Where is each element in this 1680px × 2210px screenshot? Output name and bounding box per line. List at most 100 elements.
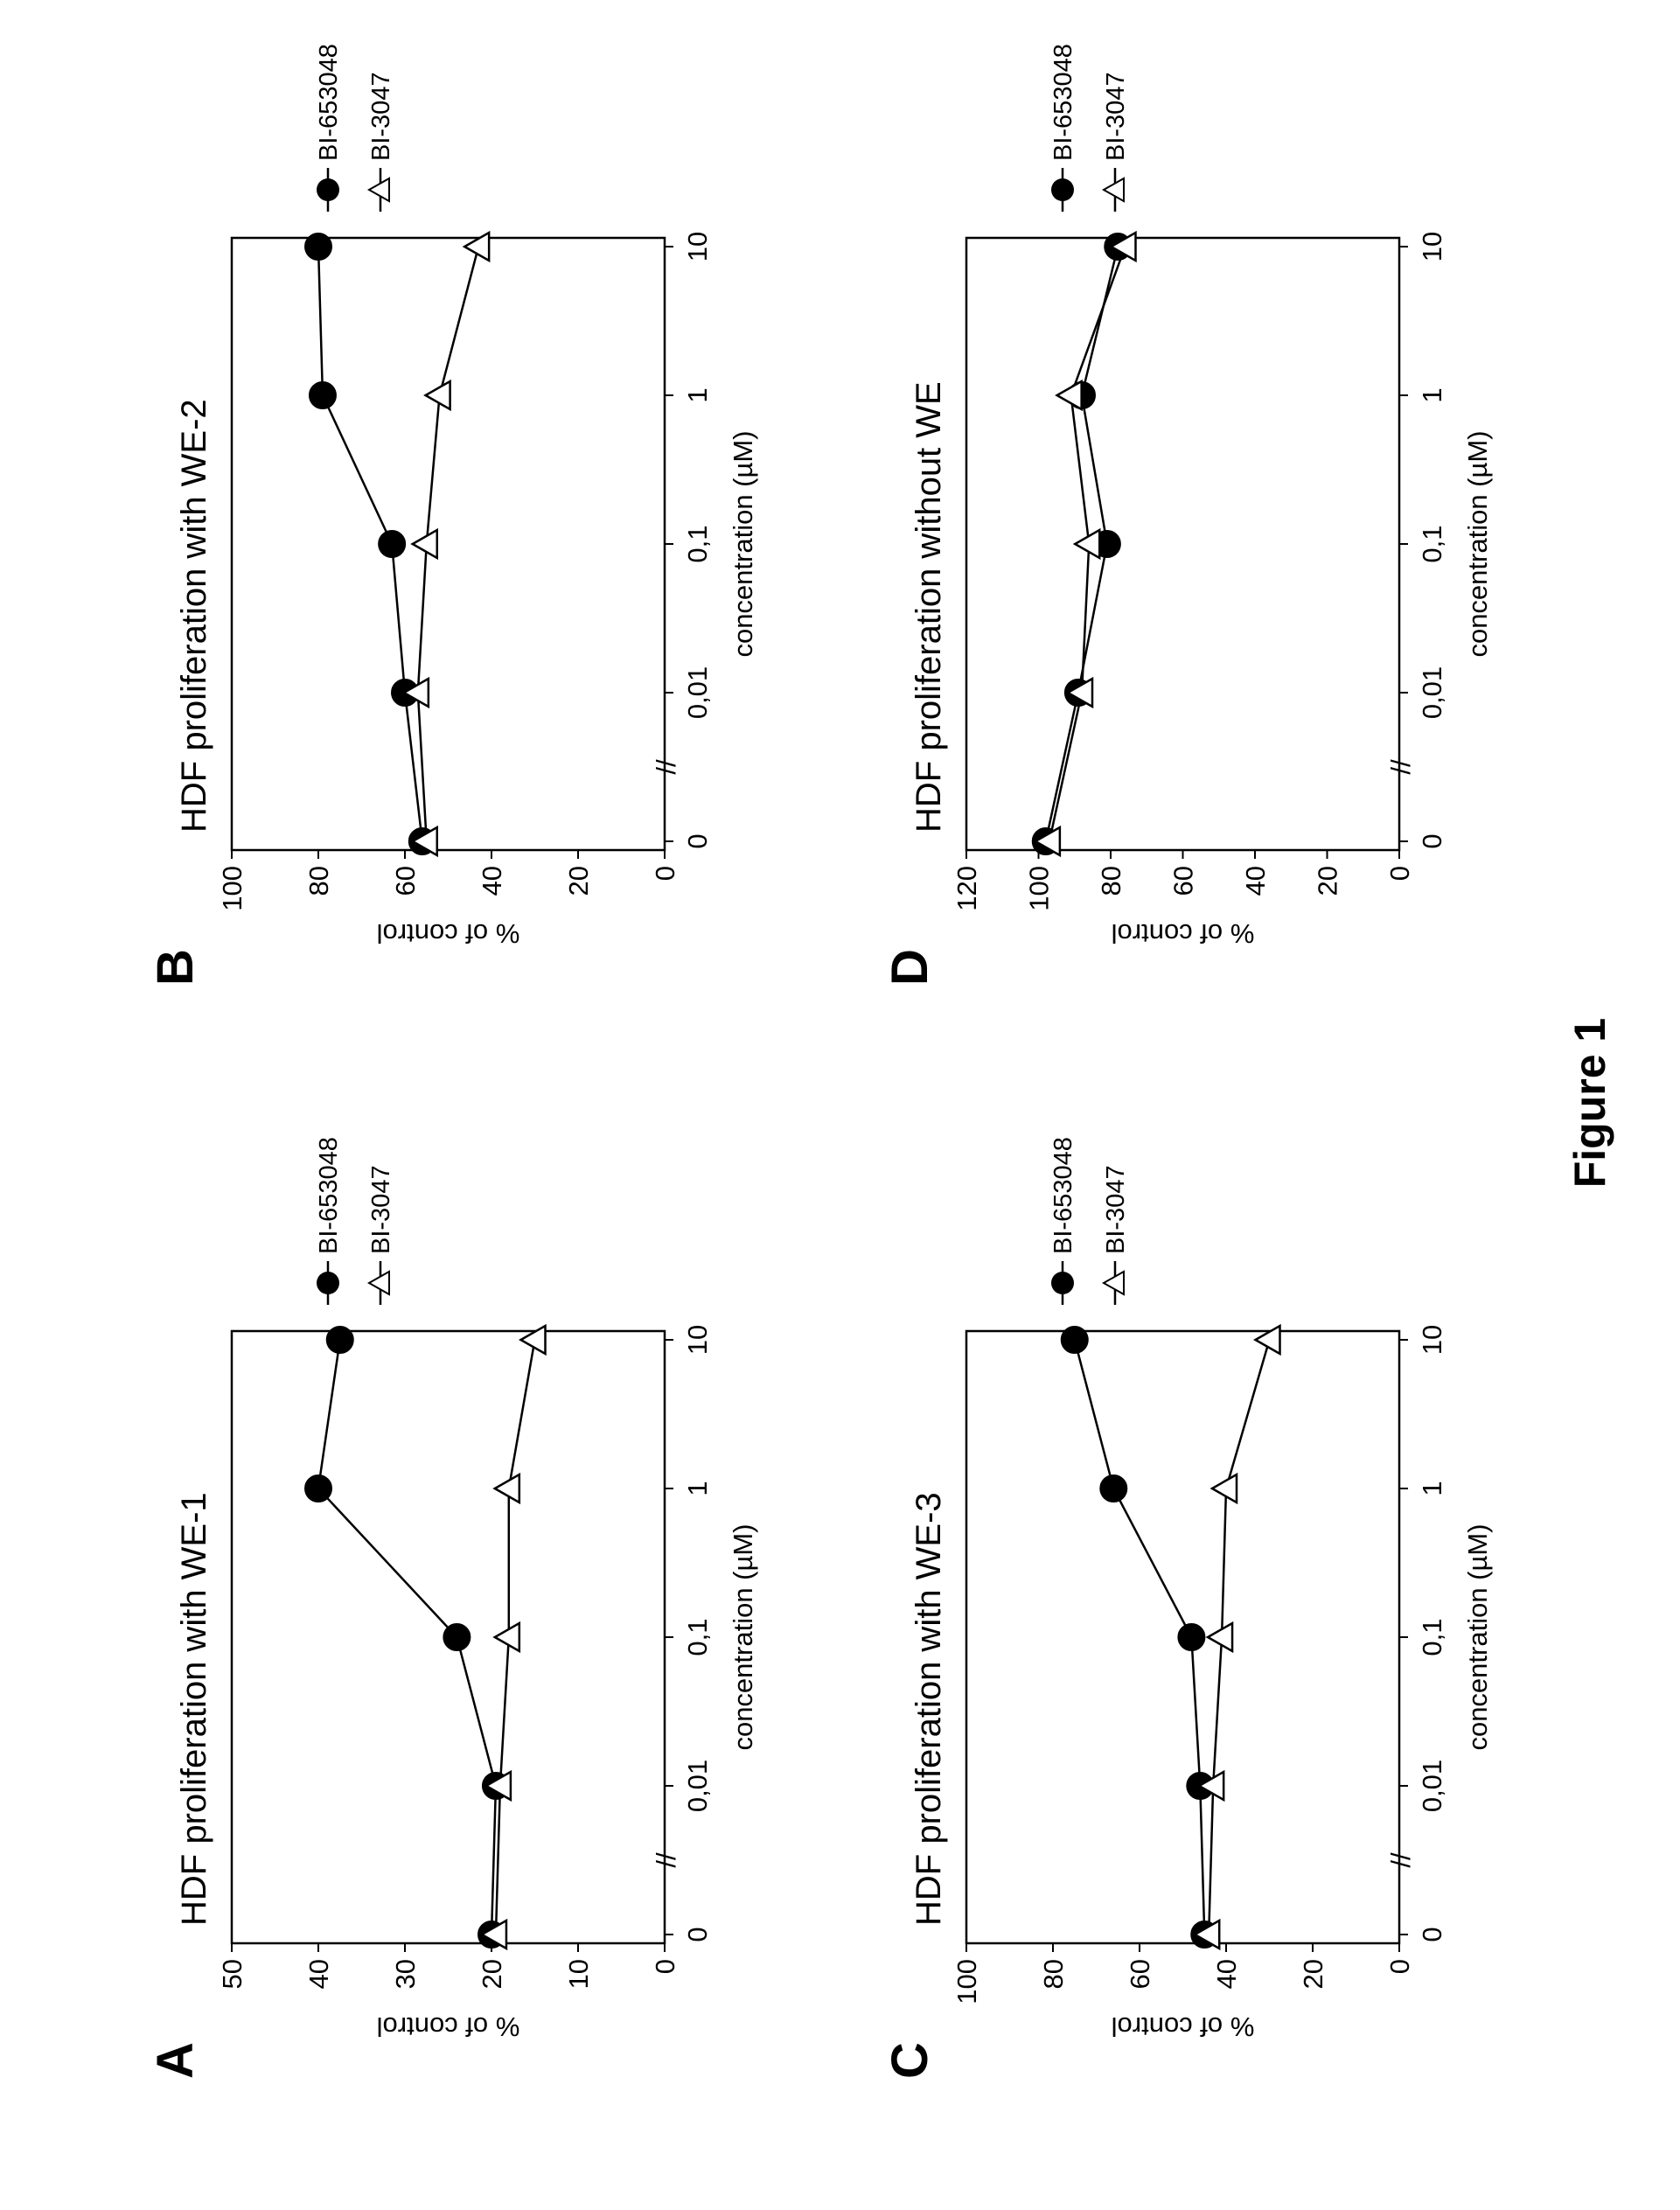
panel-b-bi-3047-point (401, 676, 430, 709)
panel-b-x-axis-label: concentration (µM) (728, 430, 758, 657)
panel-a-y-axis-label: % of control (377, 2011, 520, 2042)
panel-d-x-tick-label: 1 (1417, 387, 1447, 402)
panel-b-bi-653048-legend-label: BI-653048 (315, 44, 343, 161)
panel-b-x-tick-label: 0,1 (682, 525, 713, 562)
panel-b-bi-3047-legend-label: BI-3047 (367, 72, 395, 161)
panel-b-bi-653048-point (304, 233, 332, 261)
panel-d-y-tick-label: 100 (1024, 866, 1055, 911)
panel-c-bi-3047-point (1252, 1323, 1281, 1356)
panel-b-bi-653048-legend-marker (317, 178, 339, 201)
figure-caption: Figure 1 (1565, 1018, 1614, 1188)
panel-b-plot-frame (230, 236, 666, 852)
panel-d-x-tick-label: 0 (1417, 833, 1447, 848)
panel-a-bi-653048-point (325, 1326, 354, 1354)
panel-a-bi-3047-point (484, 1769, 512, 1802)
panel-d-bi-3047-point (1108, 230, 1137, 263)
panel-b-bi-3047-point (462, 230, 491, 263)
panel-b-letter: B (147, 949, 204, 986)
panel-a-x-tick-label: 0,01 (682, 1760, 713, 1812)
panel-b-y-tick-label: 100 (217, 866, 247, 911)
panel-c-bi-3047-point (1196, 1769, 1225, 1802)
panel-c-bi-653048-legend-label: BI-653048 (1049, 1137, 1077, 1254)
panel-c-bi-653048-point (1177, 1623, 1206, 1651)
panel-b-x-tick-label: 1 (682, 387, 713, 402)
panel-a-y-tick-label: 30 (390, 1959, 421, 1989)
panel-d-y-tick-label: 60 (1168, 866, 1199, 896)
panel-b-bi-653048-point (378, 530, 407, 558)
panel-c-letter: C (882, 2042, 938, 2079)
panel-a-letter: A (147, 2042, 204, 2079)
panel-b-y-axis-label: % of control (377, 918, 520, 949)
panel-d-x-tick-label: 10 (1417, 232, 1447, 261)
panel-a-axis-break: // (651, 1852, 681, 1868)
panel-b-bi-653048-point (308, 381, 337, 409)
panel-a-y-tick-label: 20 (477, 1959, 507, 1989)
panel-a-title: HDF proliferation with WE-1 (175, 1492, 213, 1926)
panel-d-y-tick-label: 0 (1384, 866, 1415, 881)
panel-b-y-tick-label: 20 (563, 866, 594, 896)
panel-b-x-tick-label: 0 (682, 833, 713, 848)
panel-d-y-tick-label: 20 (1313, 866, 1343, 896)
panel-a-x-tick-label: 1 (682, 1481, 713, 1495)
panel-b-axis-break: // (651, 759, 681, 775)
panel-a-y-tick-label: 10 (563, 1959, 594, 1989)
panel-d-plot-frame (965, 236, 1401, 852)
panel-d-axis-break: // (1385, 759, 1416, 775)
panel-d-x-axis-label: concentration (µM) (1462, 430, 1493, 657)
panel-c-x-axis-label: concentration (µM) (1462, 1523, 1493, 1750)
panel-a-x-tick-label: 0 (682, 1927, 713, 1942)
panel-b-bi-3047-point (410, 527, 438, 561)
panel-d-y-tick-label: 120 (952, 866, 982, 911)
panel-a-bi-3047-point (492, 1621, 521, 1654)
panel-d-x-tick-label: 0,1 (1417, 525, 1447, 562)
panel-c-y-tick-label: 0 (1384, 1959, 1415, 1974)
panel-c-x-tick-label: 10 (1417, 1325, 1447, 1355)
panel-a-bi-653048-point (443, 1623, 471, 1651)
panel-a-bi-3047-legend-label: BI-3047 (367, 1165, 395, 1254)
panel-b-y-tick-label: 60 (390, 866, 421, 896)
panel-c-bi-3047-legend-label: BI-3047 (1102, 1165, 1130, 1254)
panel-c-y-axis-label: % of control (1112, 2011, 1255, 2042)
panel-b-bi-3047-legend-marker (366, 177, 390, 203)
panel-a-bi-3047-point (492, 1472, 521, 1505)
panel-c-title: HDF proliferation with WE-3 (910, 1492, 948, 1926)
panel-a-bi-653048-legend-marker (317, 1272, 339, 1294)
panel-c-bi-3047-point (1192, 1918, 1221, 1951)
panel-b-x-tick-label: 0,01 (682, 666, 713, 719)
panel-d-x-tick-label: 0,01 (1417, 666, 1447, 719)
panel-d-y-axis-label: % of control (1112, 918, 1255, 949)
panel-c-x-tick-label: 0,1 (1417, 1618, 1447, 1656)
panel-c-bi-653048-point (1099, 1474, 1128, 1502)
panel-b-y-tick-label: 40 (477, 866, 507, 896)
panel-c-bi-3047-legend-marker (1101, 1270, 1125, 1296)
panel-d-bi-3047-point (1055, 379, 1083, 412)
panel-d-letter: D (882, 949, 938, 986)
panel-c-y-tick-label: 20 (1298, 1959, 1328, 1989)
panel-d-y-tick-label: 80 (1096, 866, 1126, 896)
panel-a-bi-3047-point (518, 1323, 547, 1356)
panel-b-y-tick-label: 80 (303, 866, 334, 896)
panel-a-x-tick-label: 0,1 (682, 1618, 713, 1656)
panel-b-bi-3047-point (410, 825, 438, 858)
panel-d-bi-3047-point (1072, 527, 1101, 561)
panel-c-bi-653048-legend-marker (1051, 1272, 1074, 1294)
panel-b-y-tick-label: 0 (650, 866, 680, 881)
panel-b-title: HDF proliferation with WE-2 (175, 399, 213, 833)
panel-a-bi-3047-legend-marker (366, 1270, 390, 1296)
panel-c-x-tick-label: 0 (1417, 1927, 1447, 1942)
panel-d-bi-3047-point (1065, 676, 1094, 709)
panel-c-bi-3047-point (1205, 1621, 1234, 1654)
panel-c-bi-653048-point (1060, 1326, 1089, 1354)
panel-d-title: HDF proliferation without WE (910, 381, 948, 833)
panel-b-bi-3047-point (423, 379, 451, 412)
panel-c-y-tick-label: 60 (1125, 1959, 1155, 1989)
panel-d-bi-3047-legend-label: BI-3047 (1102, 72, 1130, 161)
panel-c-y-tick-label: 80 (1038, 1959, 1069, 1989)
panel-b-x-tick-label: 10 (682, 232, 713, 261)
